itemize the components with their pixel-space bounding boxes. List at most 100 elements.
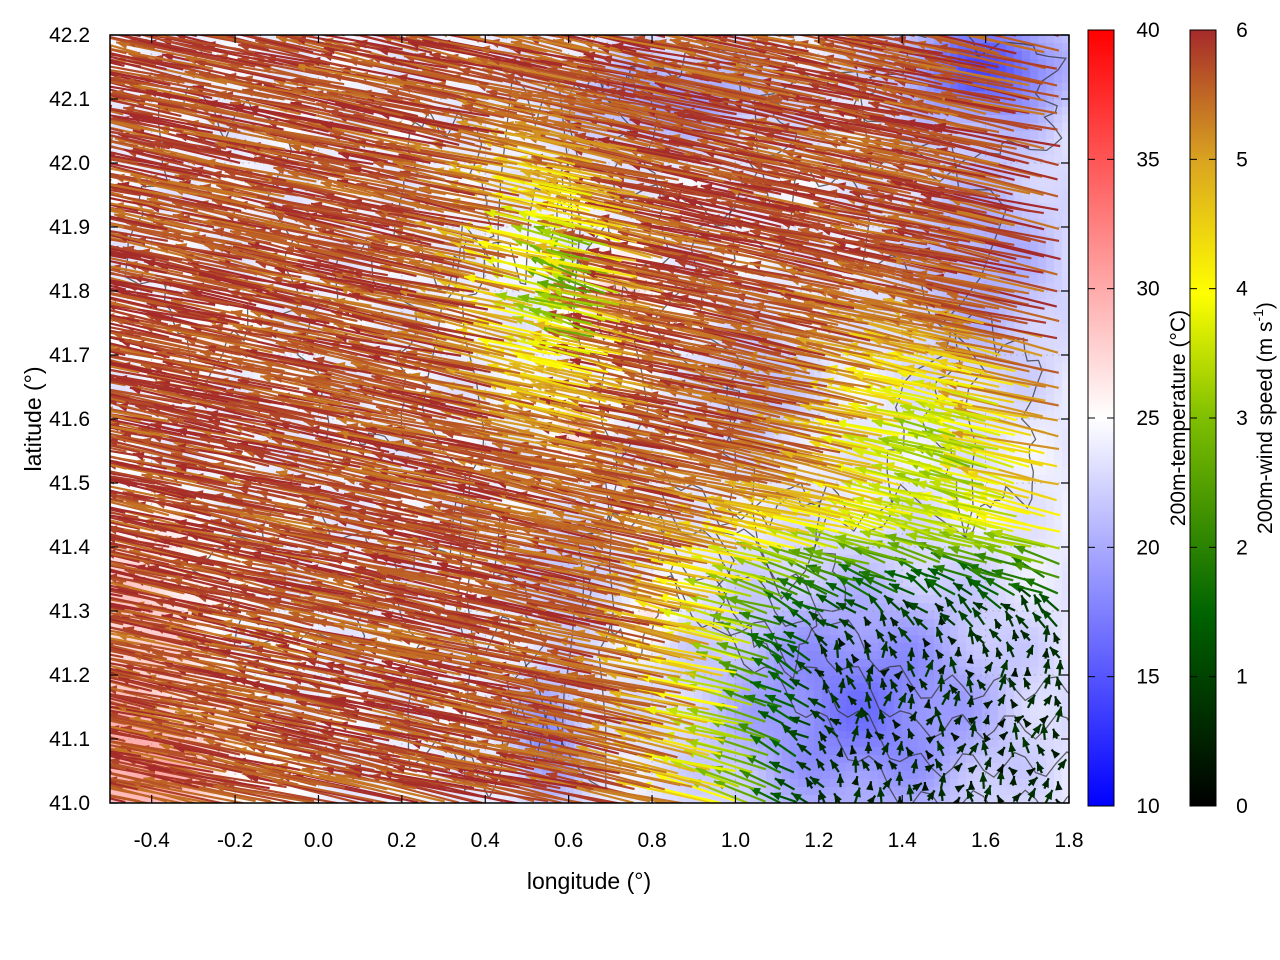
temperature-cell [510, 75, 519, 84]
temperature-cell [438, 315, 447, 324]
temperature-cell [518, 323, 527, 332]
temperature-cell [438, 683, 447, 692]
temperature-cell [318, 795, 327, 803]
temperature-cell [222, 555, 231, 564]
temperature-cell [430, 715, 439, 724]
temperature-cell [302, 667, 311, 676]
temperature-cell [174, 635, 183, 644]
temperature-cell [478, 211, 487, 220]
temperature-cell [270, 35, 279, 44]
temperature-cell [318, 763, 327, 772]
temperature-cell [422, 547, 431, 556]
temperature-cell [110, 355, 119, 364]
temperature-cell [254, 747, 263, 756]
temperature-cell [398, 147, 407, 156]
temperature-cell [334, 291, 343, 300]
temperature-cell [462, 459, 471, 468]
temperature-cell [366, 371, 375, 380]
temperature-cell [166, 459, 175, 468]
temperature-cell [318, 131, 327, 140]
temperature-cell [190, 595, 199, 604]
temperature-cell [406, 219, 415, 228]
temperature-cell [150, 339, 159, 348]
temperature-cell [286, 283, 295, 292]
temperature-cell [334, 659, 343, 668]
temperature-cell [414, 91, 423, 100]
temperature-cell [374, 675, 383, 684]
temperature-cell [478, 651, 487, 660]
temperature-cell [454, 35, 463, 44]
temperature-cell [134, 211, 143, 220]
temperature-cell [478, 611, 487, 620]
temperature-cell [358, 659, 367, 668]
temperature-cell [246, 675, 255, 684]
temperature-cell [294, 363, 303, 372]
temperature-cell [174, 675, 183, 684]
temperature-cell [510, 211, 519, 220]
temperature-cell [374, 779, 383, 788]
temperature-cell [174, 619, 183, 628]
temperature-cell [158, 539, 167, 548]
temperature-cell [398, 275, 407, 284]
temperature-cell [382, 587, 391, 596]
temperature-cell [278, 83, 287, 92]
temperature-cell [198, 771, 207, 780]
temperature-cell [318, 171, 327, 180]
temperature-cell [166, 531, 175, 540]
temperature-cell [286, 451, 295, 460]
temperature-cell [110, 451, 119, 460]
temperature-cell [518, 395, 527, 404]
temperature-cell [406, 475, 415, 484]
temperature-cell [382, 67, 391, 76]
temperature-cell [422, 619, 431, 628]
temperature-cell [446, 251, 455, 260]
temperature-cell [510, 291, 519, 300]
temperature-cell [238, 179, 247, 188]
temperature-cell [486, 147, 495, 156]
temperature-cell [494, 323, 503, 332]
temperature-cell [134, 739, 143, 748]
temperature-cell [158, 531, 167, 540]
temperature-cell [358, 411, 367, 420]
temperature-cell [262, 139, 271, 148]
temperature-cell [222, 491, 231, 500]
temperature-cell [446, 115, 455, 124]
temperature-cell [262, 659, 271, 668]
temperature-cell [398, 451, 407, 460]
temperature-cell [366, 395, 375, 404]
temperature-cell [446, 219, 455, 228]
temperature-cell [518, 171, 527, 180]
temperature-cell [502, 331, 511, 340]
temperature-cell [182, 483, 191, 492]
temperature-cell [150, 243, 159, 252]
temperature-cell [294, 195, 303, 204]
temperature-cell [446, 795, 455, 803]
temperature-cell [286, 403, 295, 412]
temperature-cell [470, 195, 479, 204]
temperature-cell [286, 251, 295, 260]
temperature-cell [478, 771, 487, 780]
temperature-cell [462, 35, 471, 44]
temperature-cell [414, 331, 423, 340]
temperature-cell [190, 387, 199, 396]
temperature-cell [310, 683, 319, 692]
temperature-cell [118, 451, 127, 460]
temperature-cell [278, 147, 287, 156]
temperature-cell [350, 715, 359, 724]
temperature-cell [398, 323, 407, 332]
temperature-cell [286, 643, 295, 652]
temperature-cell [462, 51, 471, 60]
temperature-cell [374, 195, 383, 204]
temperature-cell [430, 171, 439, 180]
temperature-cell [174, 515, 183, 524]
temperature-cell [270, 339, 279, 348]
temperature-cell [478, 603, 487, 612]
temperature-cell [438, 659, 447, 668]
temperature-cell [286, 467, 295, 476]
temperature-cell [134, 787, 143, 796]
temperature-cell [438, 243, 447, 252]
temperature-cell [446, 163, 455, 172]
temperature-cell [126, 675, 135, 684]
temperature-cell [438, 51, 447, 60]
